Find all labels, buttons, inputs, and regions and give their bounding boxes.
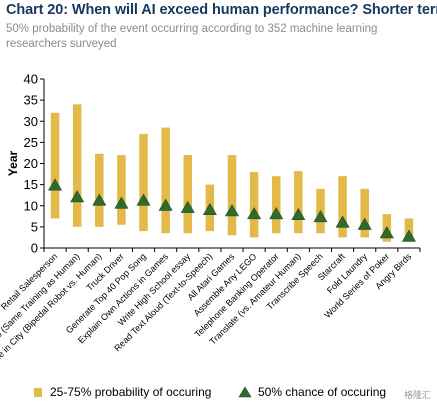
y-tick-label: 10 [24, 198, 38, 213]
median-marker [269, 207, 284, 220]
median-marker [357, 217, 372, 230]
range-bar [139, 133, 148, 232]
median-marker [180, 200, 195, 213]
y-tick-label: 0 [31, 241, 38, 256]
y-tick-label: 20 [24, 156, 38, 171]
range-bar [227, 155, 237, 236]
median-marker [224, 204, 240, 217]
range-bar [161, 127, 170, 234]
y-axis-title: Year [6, 150, 20, 176]
y-tick-label: 25 [24, 135, 38, 150]
median-marker [136, 193, 151, 206]
y-tick-label: 40 [24, 72, 38, 87]
range-bar [95, 153, 104, 227]
range-bar [338, 176, 347, 238]
range-bar [72, 104, 82, 227]
median-marker [48, 178, 63, 191]
y-tick-label: 5 [31, 219, 38, 234]
legend-label-range: 25-75% probability of occuring [50, 385, 211, 399]
y-tick-label: 15 [24, 177, 38, 192]
range-bar [249, 171, 259, 238]
median-marker [401, 229, 416, 242]
median-marker [92, 193, 107, 206]
range-bar [50, 112, 60, 219]
median-marker [70, 190, 85, 203]
y-tick-label: 30 [24, 114, 38, 129]
legend-swatch-median [238, 386, 252, 398]
median-marker [158, 198, 173, 211]
median-marker [247, 207, 262, 220]
median-marker [114, 196, 129, 209]
legend-swatch-range [34, 388, 42, 397]
median-marker [202, 202, 217, 215]
range-bar [294, 171, 303, 234]
chart-title: Chart 20: When will AI exceed human perf… [6, 2, 437, 18]
chart-subtitle: 50% probability of the event occurring a… [6, 23, 378, 50]
legend-label-median: 50% chance of occuring [258, 385, 386, 399]
median-marker [313, 210, 328, 223]
median-marker [291, 207, 306, 221]
range-bar [183, 155, 193, 234]
range-bar [271, 176, 281, 234]
range-bar [117, 155, 126, 225]
range-bar [360, 188, 369, 238]
median-marker [379, 226, 394, 239]
y-tick-label: 35 [24, 93, 38, 108]
median-marker [335, 215, 350, 228]
watermark: 格隆汇 [403, 390, 431, 400]
